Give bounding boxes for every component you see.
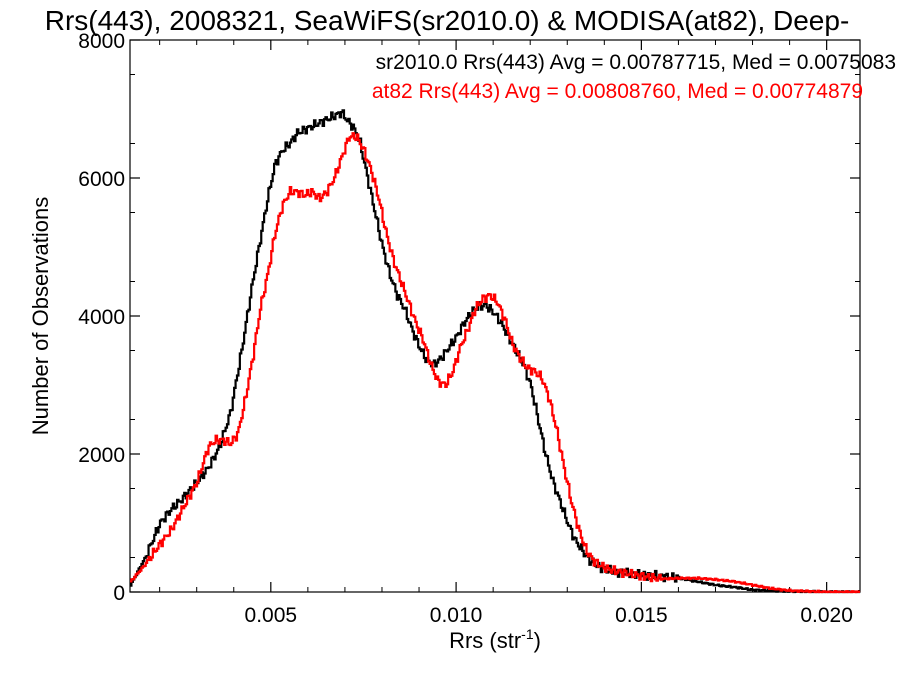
x-axis-label-suffix: ) (534, 628, 541, 653)
series-layer (130, 109, 861, 594)
x-tick-label: 0.020 (800, 604, 853, 627)
chart-title: Rrs(443), 2008321, SeaWiFS(sr2010.0) & M… (45, 5, 850, 36)
y-axis: 0 2000 4000 6000 8000 (78, 30, 860, 605)
y-tick-label: 8000 (78, 30, 125, 53)
x-tick-label: 0.005 (245, 604, 298, 627)
y-tick-label: 6000 (78, 168, 125, 191)
y-axis-label: Number of Observations (28, 197, 53, 435)
y-tick-label: 4000 (78, 306, 125, 329)
series-line-at82 (130, 132, 861, 594)
legend-entry-black: sr2010.0 Rrs(443) Avg = 0.00787715, Med … (376, 51, 896, 74)
series-line-sr2010 (130, 109, 861, 594)
plot-frame (129, 39, 861, 593)
x-tick-label: 0.015 (615, 604, 668, 627)
y-tick-label: 0 (113, 582, 125, 605)
x-axis-label: Rrs (str-1) (449, 626, 541, 653)
x-axis-label-text: Rrs (str (449, 628, 521, 653)
x-axis-label-superscript: -1 (521, 626, 534, 642)
x-tick-label: 0.010 (430, 604, 483, 627)
y-tick-label: 2000 (78, 444, 125, 467)
legend-entry-red: at82 Rrs(443) Avg = 0.00808760, Med = 0.… (372, 80, 863, 103)
x-axis: 0.005 0.010 0.015 0.020 (159, 40, 853, 627)
